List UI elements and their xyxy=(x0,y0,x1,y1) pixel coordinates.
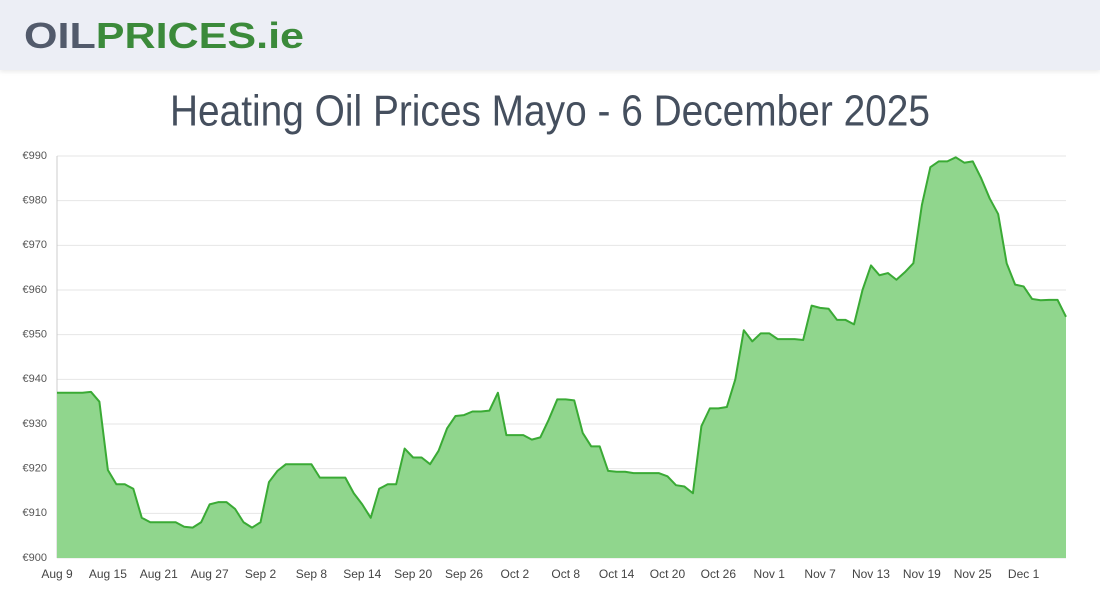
y-tick-label: €950 xyxy=(23,329,47,341)
y-tick-label: €990 xyxy=(23,150,47,162)
x-tick-label: Oct 26 xyxy=(701,567,737,581)
x-tick-label: Nov 19 xyxy=(903,567,941,581)
x-tick-label: Nov 7 xyxy=(804,567,836,581)
x-tick-label: Sep 14 xyxy=(343,567,381,581)
x-tick-label: Oct 8 xyxy=(551,567,580,581)
x-tick-label: Oct 20 xyxy=(650,567,686,581)
x-tick-label: Aug 21 xyxy=(140,567,178,581)
x-tick-label: Nov 1 xyxy=(754,567,786,581)
x-tick-label: Nov 25 xyxy=(954,567,992,581)
x-tick-label: Oct 2 xyxy=(501,567,530,581)
chart-title: Heating Oil Prices Mayo - 6 December 202… xyxy=(170,87,930,136)
logo-part: PRICES xyxy=(96,15,256,56)
y-tick-label: €900 xyxy=(23,552,47,564)
y-tick-label: €970 xyxy=(23,239,47,251)
y-tick-label: €930 xyxy=(23,418,47,430)
x-tick-label: Oct 14 xyxy=(599,567,635,581)
logo-part: OIL xyxy=(24,15,96,56)
x-tick-label: Sep 26 xyxy=(445,567,483,581)
header: OIL PRICES .ie xyxy=(0,0,1100,70)
x-tick-label: Aug 27 xyxy=(191,567,229,581)
y-tick-label: €960 xyxy=(23,284,47,296)
logo[interactable]: OIL PRICES .ie xyxy=(0,0,340,70)
x-tick-label: Sep 2 xyxy=(245,567,277,581)
x-tick-label: Aug 15 xyxy=(89,567,127,581)
y-tick-label: €980 xyxy=(23,195,47,207)
area xyxy=(57,157,1066,558)
line xyxy=(57,156,1067,529)
y-tick-label: €910 xyxy=(23,507,47,519)
logo-text: OIL PRICES .ie xyxy=(24,15,304,56)
x-tick-label: Aug 9 xyxy=(41,567,73,581)
y-tick-label: €920 xyxy=(23,463,47,475)
x-tick-label: Dec 1 xyxy=(1008,567,1040,581)
x-tick-label: Sep 20 xyxy=(394,567,432,581)
x-tick-label: Nov 13 xyxy=(852,567,890,581)
y-tick-label: €940 xyxy=(23,373,47,385)
x-tick-label: Sep 8 xyxy=(296,567,328,581)
logo-part: .ie xyxy=(256,15,304,56)
